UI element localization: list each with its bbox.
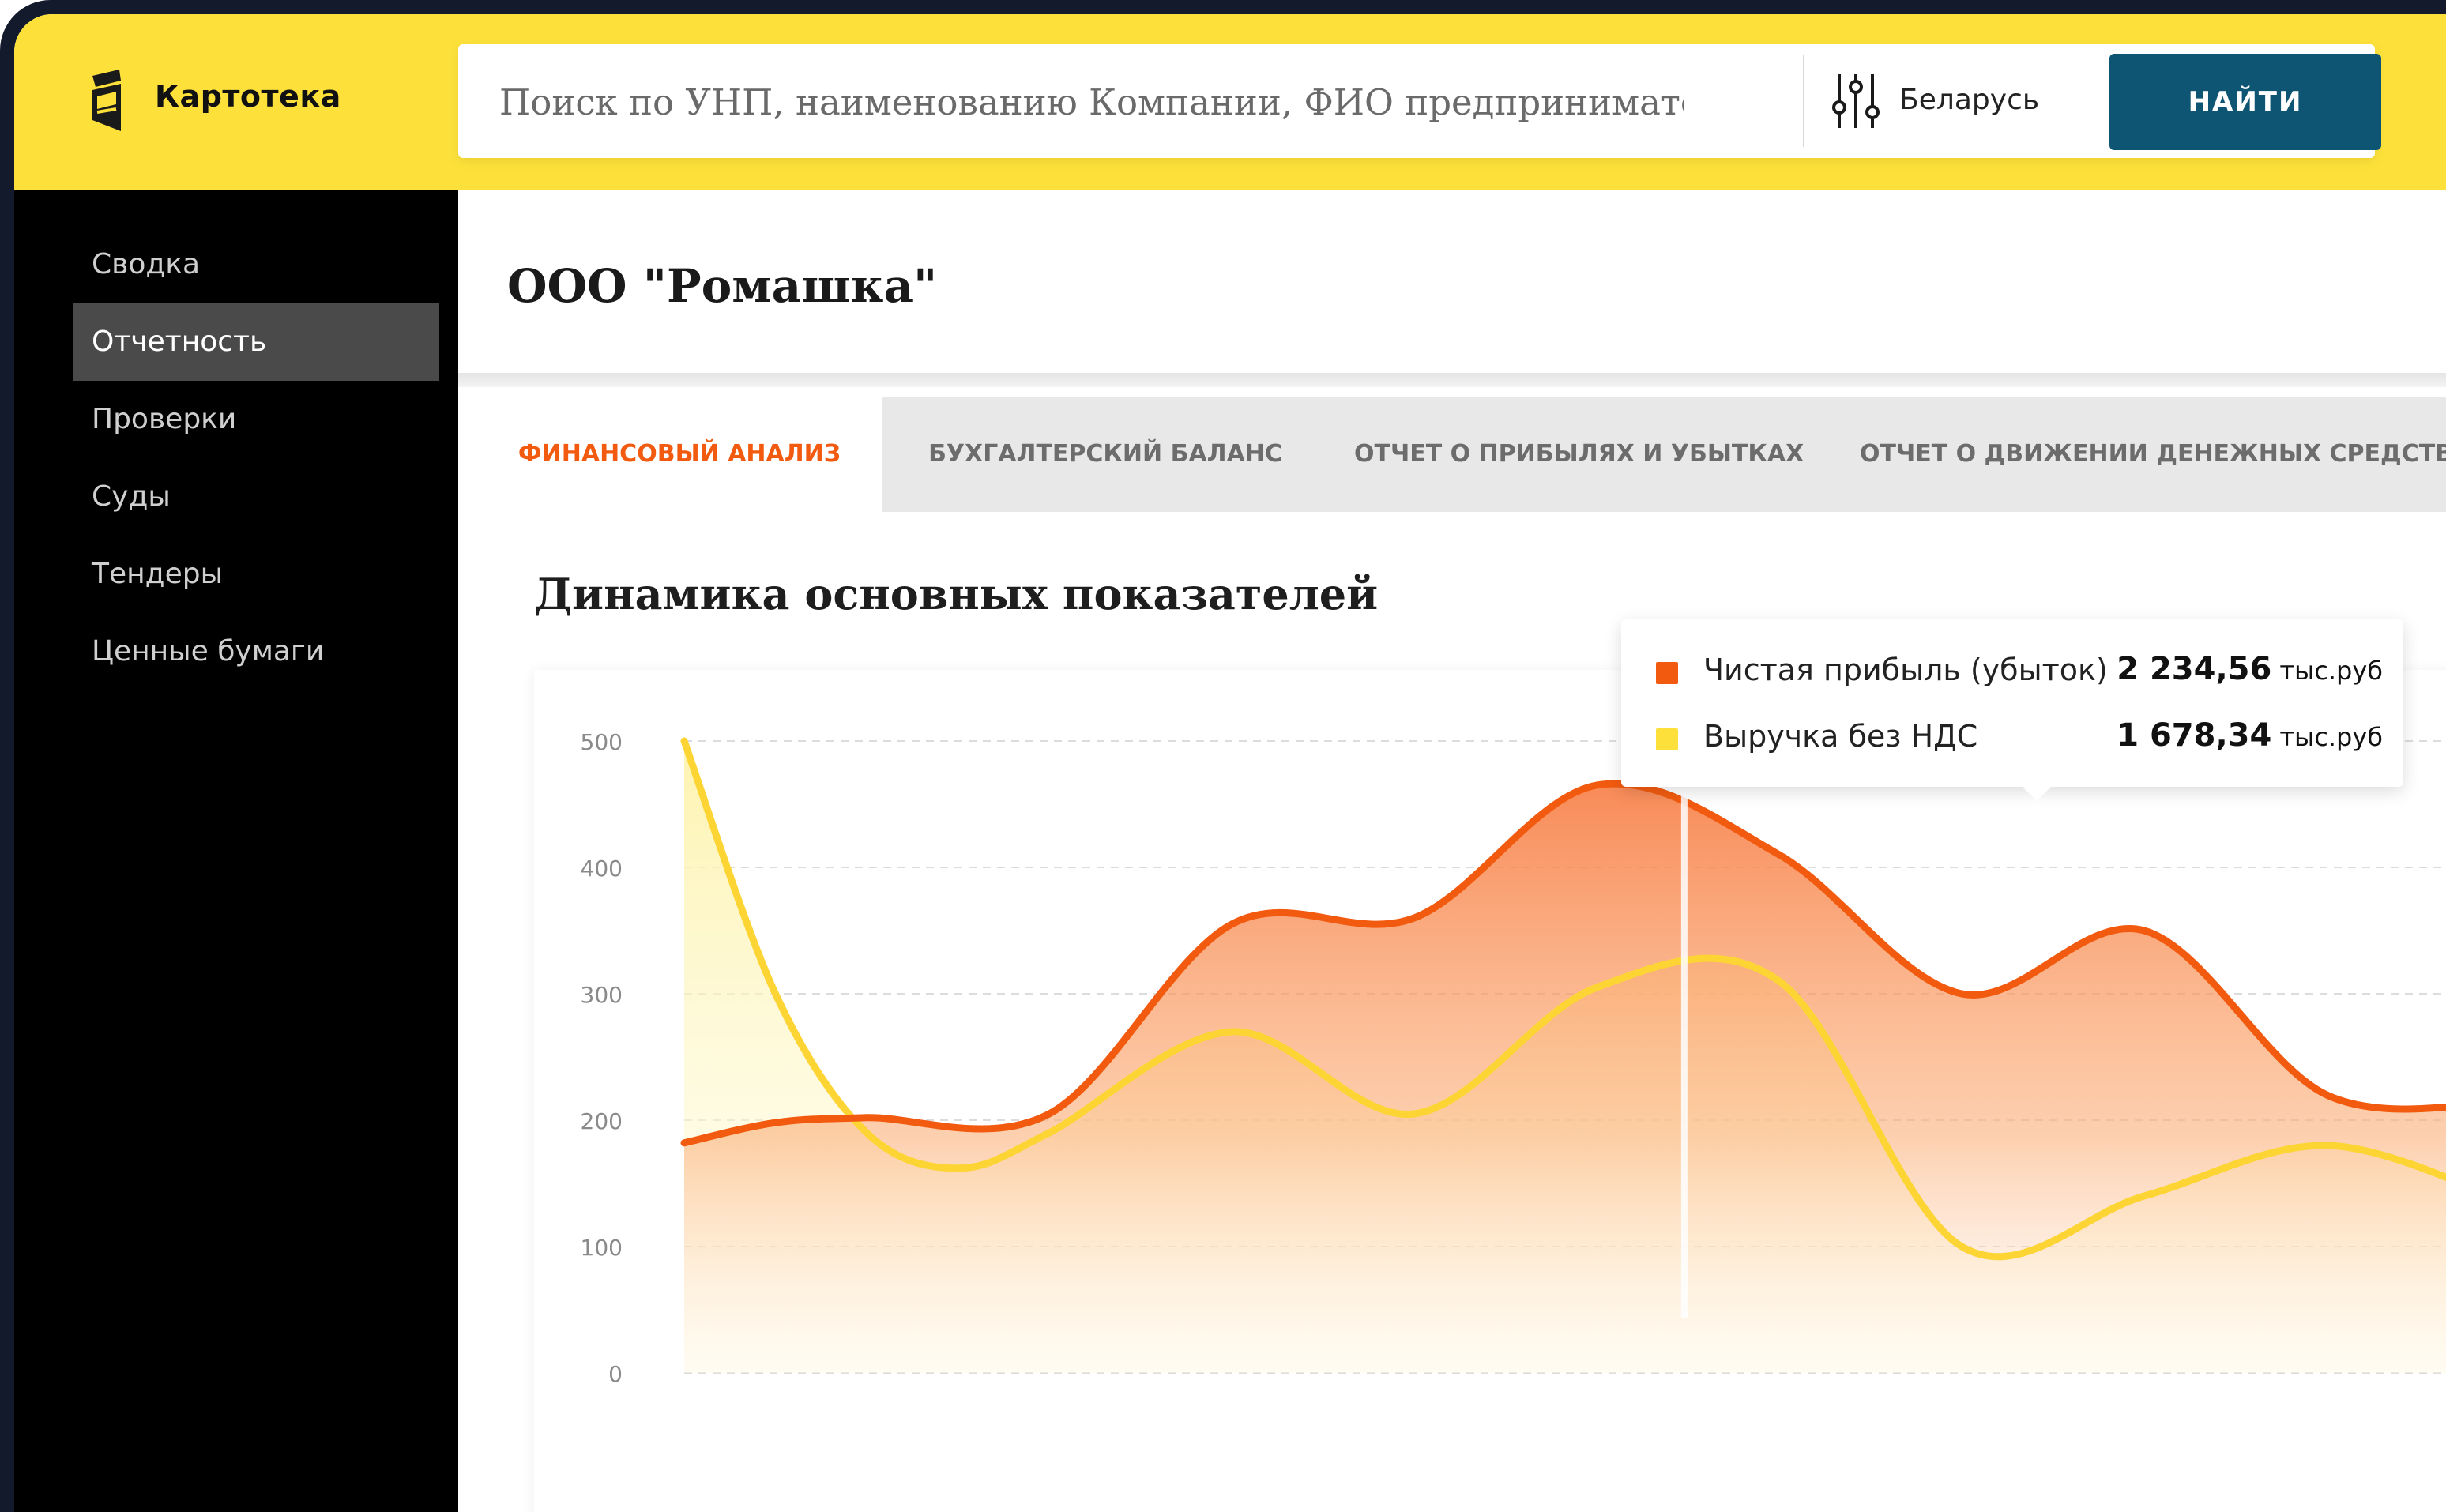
tab-profit-loss[interactable]: ОТЧЕТ О ПРИБЫЛЯХ И УБЫТКАХ: [1354, 440, 1804, 468]
tab-balance-sheet[interactable]: БУХГАЛТЕРСКИЙ БАЛАНС: [928, 440, 1282, 468]
tab-cash-flow[interactable]: ОТЧЕТ О ДВИЖЕНИИ ДЕНЕЖНЫХ СРЕДСТВ: [1860, 440, 2446, 468]
tooltip-value: 1 678,34 тыс.руб: [2117, 717, 2383, 754]
main-content: ООО "Ромашка" ФИНАНСОВЫЙ АНАЛИЗ БУХГАЛТЕ…: [458, 190, 2446, 1512]
sidebar: Сводка Отчетность Проверки Суды Тендеры …: [14, 190, 458, 1512]
y-tick-label: 300: [581, 982, 623, 1008]
tooltip-row-revenue: Выручка без НДС 1 678,34 тыс.руб: [1656, 714, 2383, 762]
y-tick-label: 100: [581, 1235, 623, 1261]
sidebar-item-summary[interactable]: Сводка: [92, 248, 201, 280]
tab-financial-analysis[interactable]: ФИНАНСОВЫЙ АНАЛИЗ: [477, 397, 882, 512]
app-screen: Картотека Беларусь НАЙТИ Сводка Отчетнос…: [14, 14, 2446, 1512]
y-tick-label: 500: [581, 729, 623, 755]
tooltip-label: Чистая прибыль (убыток): [1703, 653, 2108, 687]
sidebar-item-securities[interactable]: Ценные бумаги: [92, 635, 325, 668]
tooltip-label: Выручка без НДС: [1703, 719, 1978, 754]
search-bar: Беларусь НАЙТИ: [458, 44, 2381, 158]
revenue-series-line: [680, 737, 2446, 1261]
brand-name: Картотека: [155, 79, 341, 114]
kartoteka-logo-icon: [92, 70, 121, 131]
chart-title: Динамика основных показателей: [534, 569, 1379, 619]
sidebar-item-reporting[interactable]: Отчетность: [73, 303, 439, 381]
page-title: ООО "Ромашка": [507, 259, 938, 313]
analysis-panel: Динамика основных показателей 500 400 300 2…: [477, 512, 2446, 1512]
report-tabs: ФИНАНСОВЫЙ АНАЛИЗ БУХГАЛТЕРСКИЙ БАЛАНС О…: [477, 397, 2446, 512]
country-selector[interactable]: Беларусь: [1899, 84, 2040, 116]
chart-card: 500 400 300 200 100 0: [534, 670, 2446, 1512]
tooltip-value: 2 234,56 тыс.руб: [2117, 651, 2383, 687]
tooltip-pointer: [2023, 787, 2051, 801]
revenue-swatch-icon: [1656, 728, 1678, 750]
find-button[interactable]: НАЙТИ: [2109, 54, 2381, 150]
profit-area: [684, 784, 2446, 1373]
profit-swatch-icon: [1656, 662, 1678, 684]
y-tick-label: 400: [581, 856, 623, 882]
sidebar-item-inspections[interactable]: Проверки: [92, 403, 237, 435]
tooltip-row-profit: Чистая прибыль (убыток) 2 234,56 тыс.руб: [1656, 648, 2383, 695]
search-divider: [1803, 55, 1804, 147]
chart[interactable]: 500 400 300 200 100 0: [534, 670, 2446, 1512]
sidebar-item-tenders[interactable]: Тендеры: [92, 558, 223, 590]
search-input[interactable]: [498, 68, 1686, 136]
y-tick-label: 200: [581, 1108, 623, 1134]
sidebar-item-courts[interactable]: Суды: [92, 480, 171, 513]
title-divider: [458, 373, 2446, 387]
top-header: Картотека Беларусь НАЙТИ: [14, 14, 2446, 190]
profit-series-line: [680, 780, 2446, 1147]
sliders-icon[interactable]: [1831, 73, 1880, 130]
chart-tooltip: Чистая прибыль (убыток) 2 234,56 тыс.руб …: [1621, 619, 2403, 801]
y-tick-label: 0: [608, 1361, 623, 1387]
